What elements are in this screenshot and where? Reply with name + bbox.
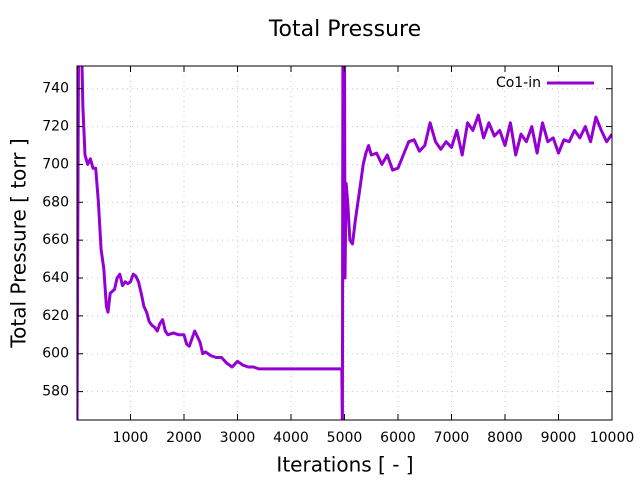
chart-title: Total Pressure xyxy=(268,17,421,42)
x-tick-label: 4000 xyxy=(273,430,309,446)
y-tick-label: 700 xyxy=(42,156,69,172)
x-tick-label: 8000 xyxy=(487,430,523,446)
x-tick-label: 1000 xyxy=(113,430,149,446)
y-tick-label: 620 xyxy=(42,308,69,324)
y-tick-label: 660 xyxy=(42,232,69,248)
x-tick-label: 7000 xyxy=(434,430,470,446)
y-tick-label: 600 xyxy=(42,346,69,362)
y-tick-label: 640 xyxy=(42,270,69,286)
y-axis-label: Total Pressure [ torr ] xyxy=(7,138,31,348)
y-tick-label: 580 xyxy=(42,384,69,400)
y-tick-label: 720 xyxy=(42,119,69,135)
x-tick-label: 6000 xyxy=(380,430,416,446)
x-tick-label: 10000 xyxy=(590,430,635,446)
y-tick-label: 740 xyxy=(42,81,69,97)
x-axis-label: Iterations [ - ] xyxy=(276,453,413,477)
x-tick-label: 5000 xyxy=(327,430,363,446)
x-tick-label: 9000 xyxy=(541,430,577,446)
legend-label: Co1-in xyxy=(496,75,541,91)
x-tick-label: 2000 xyxy=(166,430,202,446)
plot-area xyxy=(77,66,612,420)
data-line xyxy=(77,66,612,420)
y-tick-label: 680 xyxy=(42,194,69,210)
x-tick-label: 3000 xyxy=(220,430,256,446)
